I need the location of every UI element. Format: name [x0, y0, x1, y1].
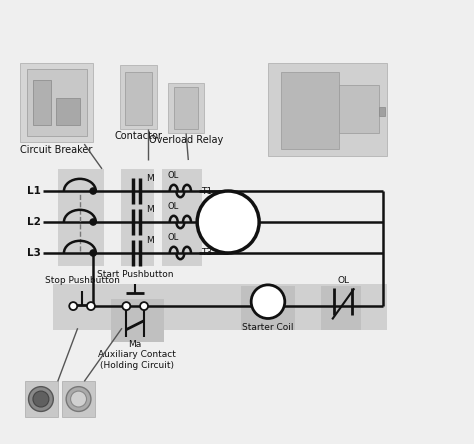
Text: T1: T1 [201, 186, 212, 195]
Bar [120, 169, 154, 266]
Text: Motor: Motor [214, 217, 242, 227]
Bar [111, 299, 164, 341]
Text: Starter Coil: Starter Coil [242, 323, 294, 332]
Bar [126, 71, 152, 125]
Text: Start Pushbutton: Start Pushbutton [97, 270, 173, 279]
Circle shape [90, 250, 96, 256]
Circle shape [90, 188, 96, 194]
Text: M: M [146, 174, 154, 183]
Bar [25, 381, 58, 417]
Text: Contactor: Contactor [115, 131, 163, 141]
Text: L1: L1 [27, 186, 41, 196]
Text: M: M [263, 297, 273, 307]
Circle shape [87, 302, 95, 310]
Bar [339, 85, 379, 134]
Circle shape [122, 302, 130, 310]
Text: Overload Relay: Overload Relay [149, 135, 223, 145]
Bar [162, 169, 201, 266]
Circle shape [71, 391, 87, 407]
Bar [379, 107, 385, 116]
Bar [53, 284, 387, 330]
Text: OL: OL [167, 171, 178, 180]
Circle shape [197, 191, 259, 253]
Text: Auxiliary Contact
(Holding Circuit): Auxiliary Contact (Holding Circuit) [99, 350, 176, 370]
Circle shape [251, 285, 285, 318]
Text: T3: T3 [201, 249, 212, 258]
Bar [174, 87, 199, 129]
Text: M: M [146, 236, 154, 245]
Bar [55, 98, 80, 125]
Bar [20, 63, 93, 143]
Bar [27, 69, 87, 136]
Text: T2: T2 [201, 218, 212, 226]
Text: M: M [146, 205, 154, 214]
Circle shape [66, 387, 91, 412]
Circle shape [69, 302, 77, 310]
Circle shape [33, 391, 49, 407]
Text: OL: OL [167, 233, 178, 242]
Text: Circuit Breaker: Circuit Breaker [20, 145, 92, 155]
Bar [321, 286, 361, 330]
Text: Stop Pushbutton: Stop Pushbutton [45, 276, 119, 285]
Text: Ma: Ma [128, 340, 142, 349]
Text: L3: L3 [27, 248, 41, 258]
Bar [62, 381, 95, 417]
Circle shape [140, 302, 148, 310]
Text: OL: OL [167, 202, 178, 211]
Circle shape [28, 387, 53, 412]
Bar [281, 71, 339, 149]
Bar [268, 63, 387, 155]
Bar [33, 80, 51, 125]
Text: L2: L2 [27, 217, 41, 227]
Circle shape [90, 219, 96, 225]
Text: OL: OL [337, 276, 349, 285]
Bar [241, 286, 294, 330]
Bar [120, 65, 157, 129]
Bar [168, 83, 204, 134]
Bar [58, 169, 104, 266]
